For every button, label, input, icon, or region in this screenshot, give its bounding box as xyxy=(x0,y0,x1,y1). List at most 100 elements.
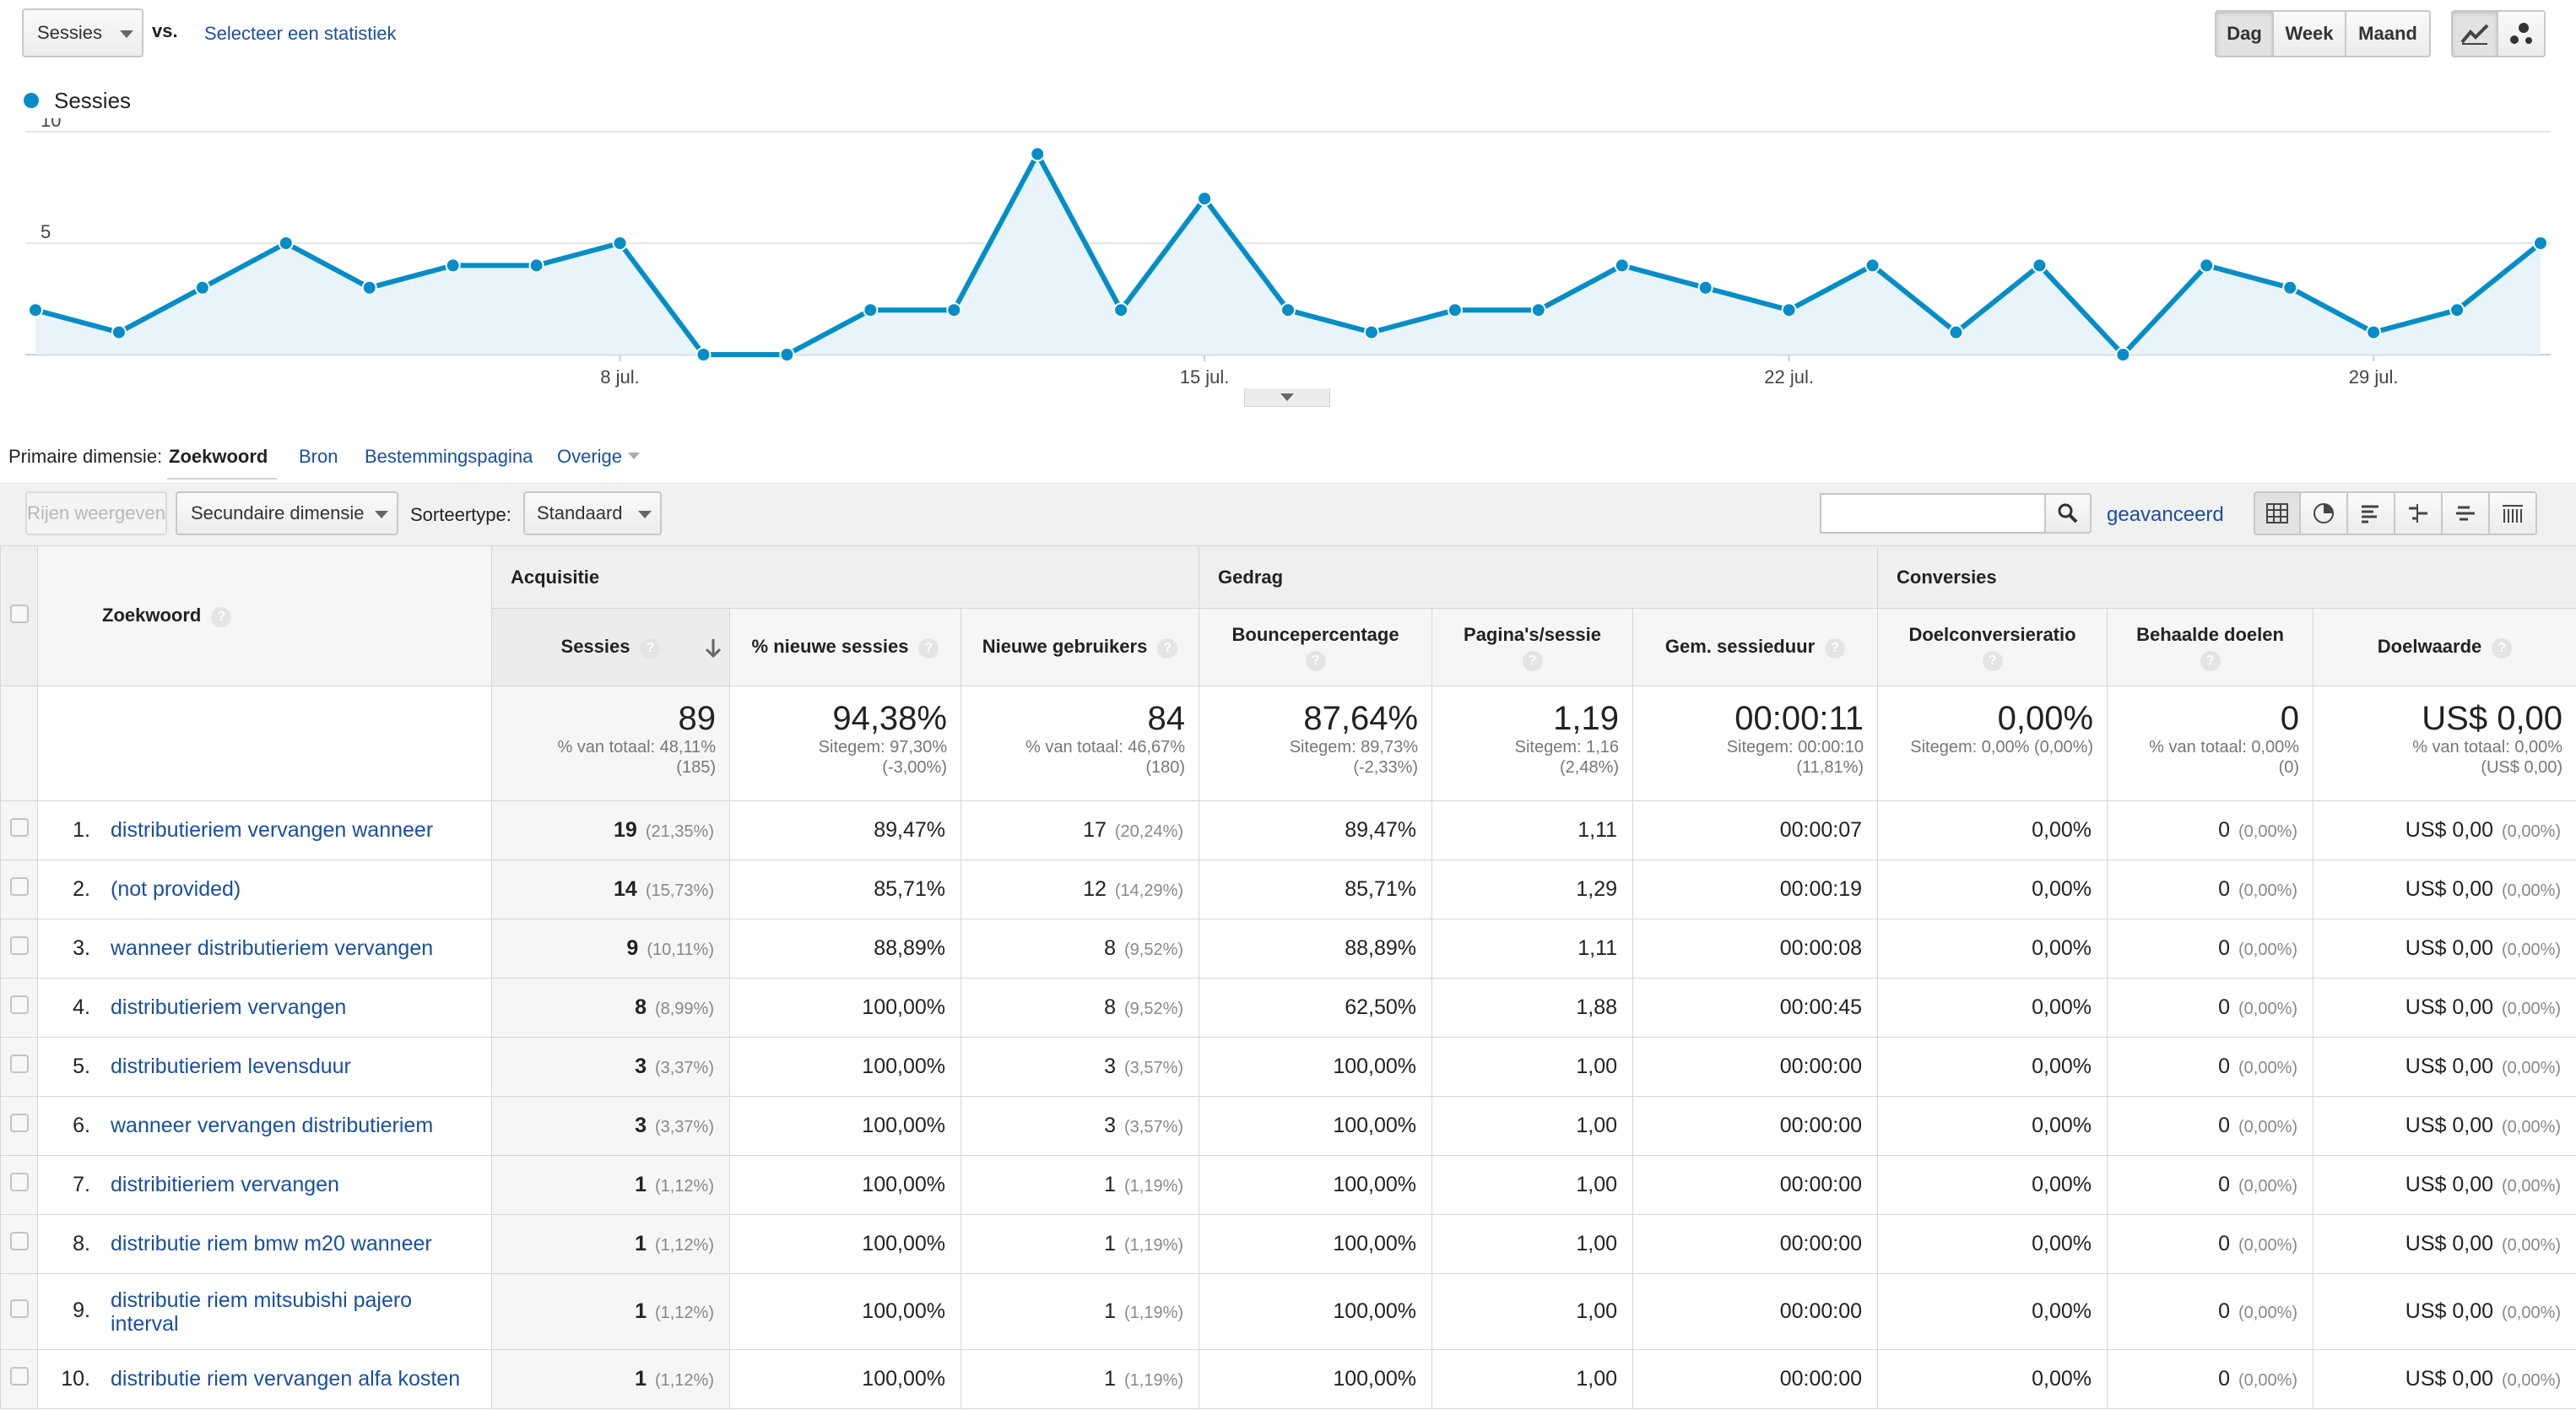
data-point xyxy=(278,236,294,251)
compare-metric-link[interactable]: Selecteer een statistiek xyxy=(204,23,397,44)
dimension-other-tab[interactable]: Overige xyxy=(557,446,623,467)
row-checkbox[interactable] xyxy=(9,818,29,837)
select-all-checkbox[interactable] xyxy=(9,604,29,623)
row-checkbox[interactable] xyxy=(9,995,29,1014)
period-week-button[interactable]: Week xyxy=(2274,10,2346,57)
data-point xyxy=(2282,279,2298,296)
col-avg-duration-header[interactable]: Gem. sessieduur? xyxy=(1632,608,1879,686)
table-row[interactable]: 6. wanneer vervangen distributieriem 3 (3,3… xyxy=(0,1096,2576,1156)
sessions-cell: 1 (1,12%) xyxy=(491,1349,730,1409)
metric-select[interactable]: Sessies xyxy=(22,8,143,57)
new-users-pct: (20,24%) xyxy=(1114,822,1184,841)
row-checkbox[interactable] xyxy=(9,1114,29,1132)
keyword-link[interactable]: distribitieriem vervangen xyxy=(111,1173,339,1197)
comparison-view-button[interactable] xyxy=(2395,491,2443,535)
table-row[interactable]: 9. distributie riem mitsubishi pajero int… xyxy=(0,1273,2576,1350)
term-cloud-view-button[interactable] xyxy=(2443,491,2490,535)
period-month-button[interactable]: Maand xyxy=(2346,10,2431,57)
row-checkbox[interactable] xyxy=(9,1367,29,1386)
row-checkbox[interactable] xyxy=(9,1055,29,1073)
new-users-value: 1 xyxy=(1104,1173,1116,1196)
goal-value-cell: US$ 0,00 (0,00%) xyxy=(2313,860,2576,919)
search-button[interactable] xyxy=(2044,493,2092,534)
performance-view-button[interactable] xyxy=(2348,491,2395,535)
row-checkbox[interactable] xyxy=(9,936,29,955)
keyword-link[interactable]: (not provided) xyxy=(111,877,241,902)
row-checkbox[interactable] xyxy=(9,1299,29,1318)
col-goal-value-header[interactable]: Doelwaarde? xyxy=(2313,608,2576,686)
goal-conversion-cell: 0,00% xyxy=(1877,1214,2108,1274)
keyword-link[interactable]: distributieriem vervangen xyxy=(111,995,347,1020)
table-view-button[interactable] xyxy=(2254,491,2301,535)
pie-view-button[interactable] xyxy=(2301,491,2348,535)
advanced-filter-link[interactable]: geavanceerd xyxy=(2107,503,2224,526)
dimension-header[interactable]: Zoekwoord? xyxy=(37,545,492,686)
table-row[interactable]: 7. distribitieriem vervangen 1 (1,12%) 100,0… xyxy=(0,1155,2576,1215)
col-sessions-header[interactable]: Sessies? xyxy=(491,608,730,686)
table-row[interactable]: 5. distributieriem levensduur 3 (3,37%) 100,… xyxy=(0,1037,2576,1097)
avg-duration-cell: 00:00:19 xyxy=(1632,860,1879,919)
new-users-cell: 1 (1,19%) xyxy=(960,1214,1200,1274)
table-row[interactable]: 10. distributie riem vervangen alfa koste… xyxy=(0,1349,2576,1409)
total-value: US$ 0,00 xyxy=(2422,700,2563,737)
dimension-keyword-tab[interactable]: Zoekwoord xyxy=(169,446,268,467)
total-sub2: (11,81%) xyxy=(1796,758,1864,777)
table-row[interactable]: 8. distributie riem bmw m20 wanneer 1 (1,12… xyxy=(0,1214,2576,1274)
avg-duration-cell: 00:00:00 xyxy=(1632,1096,1879,1156)
bar-list-icon xyxy=(2362,505,2378,523)
new-users-pct: (3,57%) xyxy=(1124,1059,1184,1077)
keyword-cell: 3. wanneer distributieriem vervangen xyxy=(37,919,492,979)
keyword-link[interactable]: distributie riem mitsubishi pajero inter… xyxy=(111,1288,413,1336)
keyword-cell: 5. distributieriem levensduur xyxy=(37,1037,492,1097)
table-row[interactable]: 1. distributieriem vervangen wanneer 19 (21… xyxy=(0,800,2576,860)
table-row[interactable]: 2. (not provided) 14 (15,73%) 85,71% 12 (14,29… xyxy=(0,860,2576,919)
dimension-source-tab[interactable]: Bron xyxy=(299,446,338,467)
col-new-users-header[interactable]: Nieuwe gebruikers? xyxy=(960,608,1200,686)
keyword-link[interactable]: wanneer vervangen distributieriem xyxy=(111,1114,434,1138)
dimension-landing-page-tab[interactable]: Bestemmingspagina xyxy=(365,446,533,467)
col-bounce-header[interactable]: Bouncepercentage? xyxy=(1199,608,1433,686)
period-day-button[interactable]: Dag xyxy=(2215,10,2274,57)
keyword-link[interactable]: distributieriem levensduur xyxy=(111,1055,351,1079)
new-users-value: 1 xyxy=(1104,1367,1116,1391)
row-number: 5. xyxy=(73,1054,90,1078)
chart-collapse-handle[interactable] xyxy=(1244,388,1330,407)
new-sessions-cell: 100,00% xyxy=(729,1273,961,1350)
data-point xyxy=(2032,258,2048,274)
table-row[interactable]: 3. wanneer distributieriem vervangen 9 (10,… xyxy=(0,919,2576,979)
avg-duration-cell: 00:00:00 xyxy=(1632,1273,1879,1350)
row-checkbox[interactable] xyxy=(9,1173,29,1191)
table-row[interactable]: 4. distributieriem vervangen 8 (8,99%) 100,0… xyxy=(0,978,2576,1038)
show-rows-button[interactable]: Rijen weergeven xyxy=(25,491,167,535)
keyword-link[interactable]: distributie riem vervangen alfa kosten xyxy=(111,1367,461,1391)
col-pages-per-session-header[interactable]: Pagina's/sessie? xyxy=(1431,608,1634,686)
row-checkbox-cell xyxy=(0,1214,38,1274)
col-new-sessions-header[interactable]: % nieuwe sessies? xyxy=(729,608,961,686)
avg-duration-cell: 00:00:00 xyxy=(1632,1155,1879,1215)
keyword-cell: 1. distributieriem vervangen wanneer xyxy=(37,800,492,860)
secondary-dimension-select[interactable]: Secundaire dimensie xyxy=(176,491,398,535)
keyword-link[interactable]: distributieriem vervangen wanneer xyxy=(111,818,434,843)
sessions-cell: 14 (15,73%) xyxy=(491,860,730,919)
motion-chart-toggle[interactable] xyxy=(2498,10,2546,57)
keyword-link[interactable]: distributie riem bmw m20 wanneer xyxy=(111,1232,432,1256)
goal-conversion-cell: 0,00% xyxy=(1877,1155,2108,1215)
data-point xyxy=(111,324,127,340)
col-goal-conversion-header[interactable]: Doelconversieratio? xyxy=(1877,608,2108,686)
x-tick-label: 29 jul. xyxy=(2349,366,2399,388)
table-search-input[interactable] xyxy=(1820,493,2046,534)
metric-select-label: Sessies xyxy=(37,22,103,43)
line-chart-toggle[interactable] xyxy=(2451,10,2498,57)
sort-type-select[interactable]: Standaard xyxy=(523,491,662,535)
row-checkbox[interactable] xyxy=(9,877,29,896)
new-sessions-cell: 89,47% xyxy=(729,800,961,860)
goal-value-pct: (0,00%) xyxy=(2502,1304,2562,1322)
keyword-link[interactable]: wanneer distributieriem vervangen xyxy=(111,936,434,961)
col-label: Doelconversieratio xyxy=(1908,623,2076,645)
data-point xyxy=(1197,191,1213,207)
data-point xyxy=(1781,302,1797,318)
col-goal-completions-header[interactable]: Behaalde doelen? xyxy=(2107,608,2314,686)
pivot-view-button[interactable] xyxy=(2490,491,2537,535)
goal-completions-cell: 0 (0,00%) xyxy=(2107,978,2314,1038)
row-checkbox[interactable] xyxy=(9,1232,29,1250)
